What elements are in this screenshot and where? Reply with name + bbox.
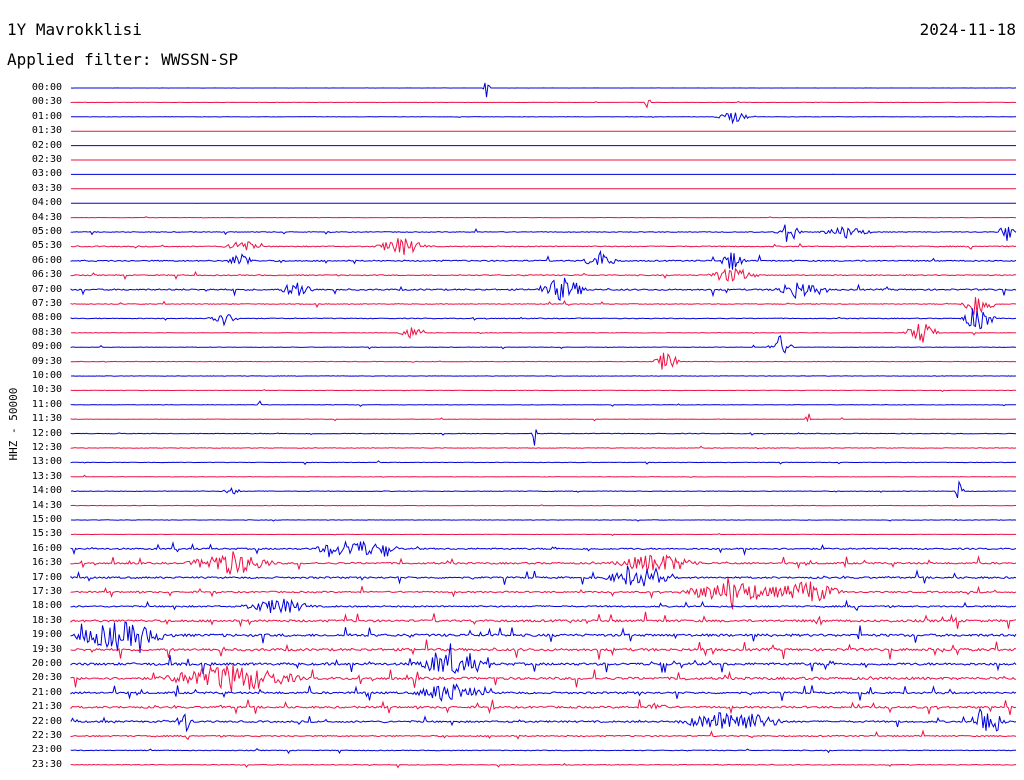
time-label: 09:00 xyxy=(31,341,62,353)
time-label: 18:30 xyxy=(31,614,62,626)
time-label: 20:30 xyxy=(31,672,62,684)
seismic-trace xyxy=(70,729,1017,741)
time-label: 11:00 xyxy=(31,398,62,410)
time-label: 15:00 xyxy=(31,514,62,525)
time-label: 08:30 xyxy=(31,326,62,338)
applied-filter-label: Applied filter: WWSSN-SP xyxy=(7,50,239,69)
time-label: 19:00 xyxy=(31,629,62,641)
seismic-trace xyxy=(70,474,1017,478)
time-label: 16:00 xyxy=(31,542,62,554)
seismic-trace xyxy=(70,352,1017,370)
seismic-trace xyxy=(70,621,1017,653)
time-label: 13:00 xyxy=(31,456,62,468)
seismic-trace xyxy=(70,267,1016,282)
time-axis: 00:00 00:30 01:00 01:30 02:00 02:30 03:00 03:30… xyxy=(0,0,66,780)
time-label: 13:30 xyxy=(31,470,62,482)
time-label: 18:00 xyxy=(31,600,62,612)
seismic-trace xyxy=(70,277,1017,302)
time-label: 21:30 xyxy=(31,701,62,713)
time-label: 12:30 xyxy=(31,442,62,453)
time-label: 06:30 xyxy=(31,269,62,281)
seismic-trace xyxy=(70,413,1017,423)
time-label: 03:00 xyxy=(31,168,62,180)
seismic-trace xyxy=(70,598,1017,614)
seismic-trace xyxy=(70,224,1017,242)
time-label: 11:30 xyxy=(31,413,62,425)
time-label: 05:00 xyxy=(31,226,62,237)
time-label: 17:30 xyxy=(31,586,62,597)
seismic-trace xyxy=(70,460,1017,466)
time-label: 20:00 xyxy=(31,658,62,669)
time-label: 14:30 xyxy=(31,499,62,511)
station-title: 1Y Mavrokklisi xyxy=(7,20,142,39)
time-label: 23:00 xyxy=(31,744,62,756)
time-label: 01:30 xyxy=(31,125,62,137)
seismic-trace xyxy=(70,699,1017,716)
seismic-trace xyxy=(70,565,1017,587)
time-label: 09:30 xyxy=(31,355,62,367)
time-label: 10:00 xyxy=(31,370,62,381)
time-label: 16:30 xyxy=(31,557,62,569)
seismic-trace xyxy=(70,639,1017,660)
time-label: 21:00 xyxy=(31,686,62,698)
time-label: 04:30 xyxy=(31,211,62,223)
time-label: 23:30 xyxy=(31,758,62,770)
seismic-trace xyxy=(70,540,1017,558)
seismic-trace xyxy=(70,308,1017,330)
seismic-trace xyxy=(70,504,1016,507)
seismic-trace xyxy=(71,112,1017,125)
seismic-trace xyxy=(70,748,1016,755)
seismic-trace xyxy=(70,664,1017,693)
seismic-trace xyxy=(70,249,1017,270)
time-label: 07:30 xyxy=(31,298,62,309)
time-label: 02:30 xyxy=(31,154,62,165)
seismic-trace xyxy=(70,400,1016,407)
time-label: 22:30 xyxy=(31,730,62,741)
seismic-trace xyxy=(70,551,1017,575)
seismic-trace xyxy=(70,445,1017,450)
seismic-trace xyxy=(70,297,1017,316)
seismic-trace xyxy=(70,335,1017,354)
time-label: 04:00 xyxy=(31,197,62,209)
seismic-trace xyxy=(70,480,1017,499)
time-label: 00:00 xyxy=(31,82,62,93)
seismic-trace xyxy=(70,611,1017,629)
seismic-trace xyxy=(70,762,1017,769)
seismic-trace xyxy=(71,518,1017,522)
time-label: 08:00 xyxy=(31,312,62,324)
time-label: 07:00 xyxy=(31,283,62,295)
time-label: 03:30 xyxy=(31,182,62,194)
seismic-trace xyxy=(70,643,1017,675)
time-label: 05:30 xyxy=(31,240,62,252)
time-label: 22:00 xyxy=(31,715,62,727)
time-label: 12:00 xyxy=(31,427,62,439)
seismic-trace xyxy=(70,323,1017,343)
time-label: 02:00 xyxy=(31,139,62,151)
seismic-trace xyxy=(70,533,1017,537)
time-label: 17:00 xyxy=(31,571,62,583)
record-date: 2024-11-18 xyxy=(919,20,1016,39)
time-label: 10:30 xyxy=(31,384,62,396)
seismic-trace xyxy=(70,216,1017,219)
time-label: 06:00 xyxy=(31,254,62,266)
seismic-trace xyxy=(70,99,1017,109)
time-label: 14:00 xyxy=(31,485,62,497)
seismic-trace xyxy=(70,707,1017,733)
time-label: 15:30 xyxy=(31,528,62,540)
seismic-trace xyxy=(70,238,1017,256)
time-label: 01:00 xyxy=(31,110,62,122)
seismic-trace xyxy=(70,429,1017,446)
seismic-trace xyxy=(70,683,1017,702)
time-label: 19:30 xyxy=(31,643,62,655)
seismic-trace xyxy=(70,577,1017,610)
time-label: 00:30 xyxy=(31,96,62,108)
seismic-trace xyxy=(70,389,1017,393)
seismic-trace xyxy=(70,82,1017,98)
